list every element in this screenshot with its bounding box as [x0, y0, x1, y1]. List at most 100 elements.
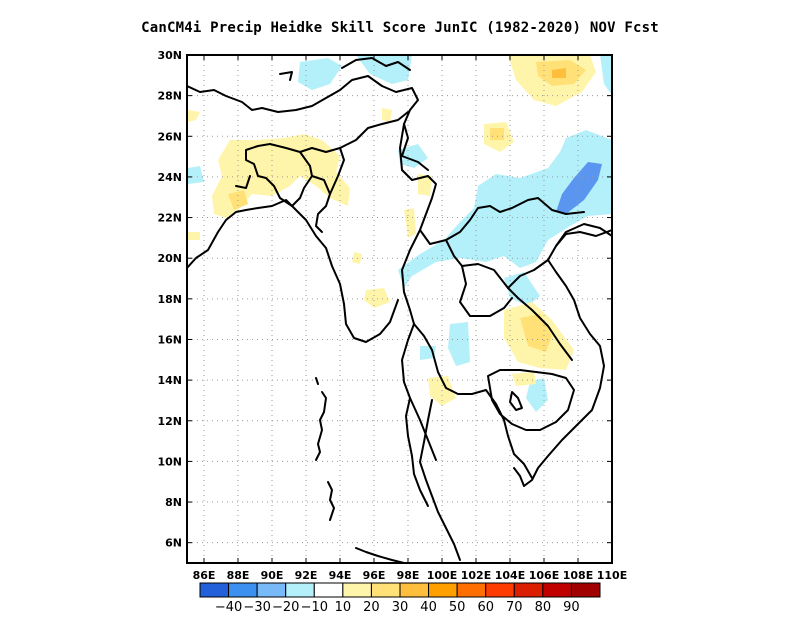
coastline — [513, 259, 605, 487]
lat-tick-label: 30N — [157, 49, 182, 62]
axis-ticks — [187, 54, 613, 563]
border-line — [401, 229, 437, 461]
island — [315, 391, 327, 461]
negative-skill-patch — [188, 166, 204, 184]
border-line — [299, 111, 409, 153]
border-line — [341, 57, 411, 71]
colorbar-label: 30 — [392, 600, 409, 615]
lon-tick-label: 102E — [461, 569, 491, 582]
colorbar-labels: −40 −30 −20 −10 10 20 30 40 50 60 70 80 90 — [215, 600, 580, 615]
lat-tick-label: 26N — [157, 130, 182, 143]
border-line — [245, 143, 313, 207]
positive-skill-patch — [364, 288, 390, 308]
colorbar-swatch — [542, 582, 572, 598]
colorbar-swatch — [228, 582, 258, 598]
border-line — [279, 71, 293, 81]
colorbar-label: 90 — [563, 600, 580, 615]
strong-positive-skill-patch — [552, 68, 566, 78]
lon-tick-label: 96E — [363, 569, 386, 582]
negative-skill-patch — [600, 55, 612, 95]
lat-tick-label: 28N — [157, 90, 182, 103]
border-line — [487, 369, 575, 431]
colorbar-label: −10 — [301, 600, 328, 615]
negative-skill-patch — [398, 130, 612, 288]
lake — [509, 391, 523, 411]
coastline — [413, 323, 533, 479]
lon-tick-label: 86E — [193, 569, 216, 582]
border-line — [235, 175, 251, 189]
colorbar — [199, 582, 601, 598]
border-line — [187, 75, 429, 171]
island — [327, 481, 335, 521]
coastline — [187, 199, 399, 343]
colorbar-swatch — [570, 582, 601, 598]
lat-tick-label: 6N — [165, 537, 182, 550]
lon-tick-label: 108E — [563, 569, 593, 582]
positive-skill-patch — [188, 232, 200, 240]
colorbar-label: 80 — [535, 600, 552, 615]
negative-skill-patch — [398, 144, 428, 168]
lat-tick-label: 10N — [157, 455, 182, 468]
lat-tick-label: 14N — [157, 374, 182, 387]
lon-tick-label: 90E — [261, 569, 284, 582]
colorbar-label: 10 — [335, 600, 352, 615]
lon-tick-label: 92E — [295, 569, 318, 582]
colorbar-swatch — [342, 582, 372, 598]
colorbar-swatch — [285, 582, 315, 598]
colorbar-swatch — [485, 582, 515, 598]
coastlines-and-borders — [187, 57, 612, 563]
strong-negative-skill-patch — [556, 162, 602, 214]
lon-tick-label: 94E — [329, 569, 352, 582]
colorbar-swatch — [256, 582, 287, 598]
lon-tick-label: 104E — [495, 569, 525, 582]
lat-tick-label: 22N — [157, 212, 182, 225]
positive-skill-patch — [512, 372, 536, 386]
colorbar-swatch — [370, 582, 401, 598]
moderate-positive-skill-patch — [520, 314, 552, 352]
positive-skill-patch — [418, 174, 432, 196]
border-line — [329, 147, 345, 195]
lat-lon-grid — [187, 55, 612, 563]
plot-frame — [186, 54, 613, 564]
lon-tick-label: 98E — [397, 569, 420, 582]
colorbar-label: −40 — [215, 600, 242, 615]
colorbar-label: 40 — [420, 600, 437, 615]
positive-skill-patch — [382, 108, 392, 122]
moderate-positive-skill-patch — [490, 128, 504, 140]
colorbar-swatch — [313, 582, 344, 598]
map-title: CanCM4i Precip Heidke Skill Score JunIC … — [141, 20, 659, 36]
island — [315, 377, 319, 385]
border-line — [311, 175, 331, 233]
lon-tick-label: 106E — [529, 569, 559, 582]
lat-tick-label: 8N — [165, 496, 182, 509]
colorbar-swatch — [428, 582, 458, 598]
colorbar-swatch — [456, 582, 487, 598]
lat-tick-label: 20N — [157, 252, 182, 265]
lat-tick-label: 16N — [157, 333, 182, 346]
lat-tick-label: 18N — [157, 293, 182, 306]
positive-skill-patch — [404, 208, 416, 238]
colorbar-swatch — [513, 582, 544, 598]
coastline — [419, 399, 461, 561]
longitude-labels: 86E 88E 90E 92E 94E 96E 98E 100E 102E 104E 106E 108… — [193, 569, 628, 582]
border-line — [459, 265, 513, 317]
positive-skill-patch — [188, 110, 200, 122]
coastline — [355, 547, 405, 563]
colorbar-label: 60 — [477, 600, 494, 615]
latitude-labels: 6N 8N 10N 12N 14N 16N 18N 20N 22N 24N 26N 28N 30N — [157, 49, 182, 550]
negative-skill-patch — [504, 272, 540, 306]
coastline — [405, 397, 429, 507]
lat-tick-label: 24N — [157, 171, 182, 184]
negative-skill-patch — [448, 322, 470, 366]
colorbar-label: 70 — [506, 600, 523, 615]
colorbar-swatch — [399, 582, 430, 598]
negative-skill-patch — [298, 58, 342, 90]
colorbar-swatch — [199, 582, 230, 598]
border-line — [399, 123, 585, 245]
colorbar-label: −20 — [272, 600, 299, 615]
colorbar-label: 20 — [363, 600, 380, 615]
lon-tick-label: 100E — [427, 569, 457, 582]
negative-skill-patch — [526, 378, 548, 412]
lon-tick-label: 88E — [227, 569, 250, 582]
